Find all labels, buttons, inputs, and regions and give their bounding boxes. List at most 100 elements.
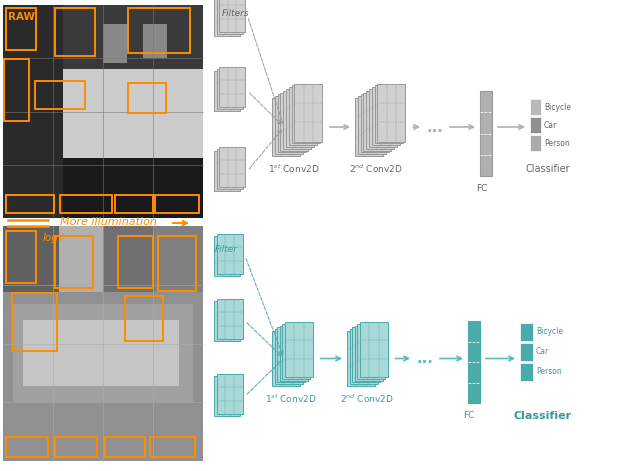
- Bar: [360, 94, 388, 153]
- Text: $1^{st}$ Conv2D: $1^{st}$ Conv2D: [268, 163, 319, 175]
- Bar: [275, 329, 303, 384]
- Bar: [275, 96, 303, 154]
- Bar: [358, 96, 386, 154]
- Bar: [103, 24, 127, 63]
- Bar: [63, 69, 203, 158]
- Bar: [125, 296, 163, 341]
- Text: FC: FC: [476, 184, 488, 193]
- Text: Classifier: Classifier: [525, 164, 570, 174]
- Text: Filter: Filter: [215, 245, 238, 254]
- Bar: [219, 67, 245, 107]
- Text: ...: ...: [417, 351, 434, 366]
- Bar: [214, 236, 240, 276]
- Bar: [115, 195, 153, 213]
- Text: Bicycle: Bicycle: [544, 103, 571, 112]
- Bar: [118, 236, 153, 288]
- Bar: [13, 303, 193, 402]
- Bar: [153, 226, 203, 292]
- Text: Car: Car: [544, 121, 557, 130]
- Bar: [214, 376, 240, 416]
- Bar: [128, 8, 190, 53]
- Text: Classifier: Classifier: [513, 411, 571, 421]
- Text: logY: logY: [43, 233, 65, 243]
- Bar: [63, 158, 203, 218]
- Text: $1^{st}$ Conv2D: $1^{st}$ Conv2D: [265, 393, 317, 406]
- Bar: [105, 437, 145, 457]
- Bar: [3, 226, 59, 292]
- Bar: [23, 320, 179, 386]
- Text: $2^{nd}$ Conv2D: $2^{nd}$ Conv2D: [349, 163, 403, 175]
- Bar: [158, 236, 196, 291]
- Bar: [374, 85, 403, 143]
- Text: Person: Person: [544, 138, 570, 147]
- Bar: [530, 135, 541, 151]
- Bar: [352, 327, 380, 382]
- Bar: [378, 83, 405, 142]
- Text: FC: FC: [463, 411, 474, 420]
- Bar: [520, 323, 533, 341]
- Bar: [292, 85, 319, 143]
- Bar: [349, 329, 378, 384]
- Bar: [214, 0, 240, 36]
- Bar: [55, 236, 93, 288]
- Bar: [289, 87, 317, 145]
- Bar: [372, 87, 400, 145]
- Bar: [55, 8, 95, 56]
- Text: Bicycle: Bicycle: [536, 327, 563, 336]
- Bar: [357, 324, 385, 379]
- Bar: [216, 234, 243, 274]
- Bar: [214, 301, 240, 341]
- Bar: [216, 69, 243, 109]
- Bar: [347, 331, 375, 386]
- Bar: [468, 321, 480, 403]
- Bar: [280, 325, 308, 381]
- Bar: [282, 324, 310, 379]
- Bar: [128, 83, 166, 113]
- Bar: [59, 226, 103, 292]
- Bar: [63, 5, 203, 69]
- Bar: [278, 94, 306, 153]
- Bar: [3, 5, 63, 218]
- Bar: [520, 343, 533, 361]
- Bar: [286, 89, 314, 147]
- Bar: [360, 322, 388, 377]
- Bar: [355, 98, 383, 156]
- Text: ...: ...: [427, 120, 444, 135]
- Bar: [216, 149, 243, 189]
- Bar: [60, 195, 112, 213]
- Bar: [280, 93, 308, 151]
- Bar: [216, 299, 243, 339]
- Bar: [216, 374, 243, 414]
- Bar: [216, 0, 243, 34]
- Bar: [6, 195, 54, 213]
- Bar: [366, 91, 394, 149]
- Bar: [6, 437, 48, 457]
- Bar: [63, 5, 99, 218]
- Bar: [219, 147, 245, 187]
- Bar: [35, 81, 85, 109]
- Bar: [530, 99, 541, 115]
- Text: Person: Person: [536, 367, 562, 376]
- Bar: [3, 5, 203, 218]
- Bar: [530, 117, 541, 133]
- Bar: [6, 8, 36, 50]
- Bar: [364, 93, 392, 151]
- Bar: [12, 293, 57, 351]
- Text: Car: Car: [536, 348, 549, 357]
- Bar: [520, 363, 533, 381]
- Text: Filters: Filters: [222, 9, 250, 18]
- Bar: [277, 327, 305, 382]
- Bar: [143, 24, 167, 58]
- Bar: [155, 195, 199, 213]
- Bar: [219, 0, 245, 32]
- Bar: [285, 322, 313, 377]
- Bar: [294, 83, 323, 142]
- Bar: [6, 231, 36, 283]
- Bar: [150, 437, 195, 457]
- Text: $2^{nd}$ Conv2D: $2^{nd}$ Conv2D: [340, 393, 394, 406]
- Bar: [272, 331, 300, 386]
- Bar: [480, 91, 492, 176]
- Bar: [103, 226, 153, 292]
- Bar: [55, 437, 97, 457]
- Bar: [3, 226, 203, 461]
